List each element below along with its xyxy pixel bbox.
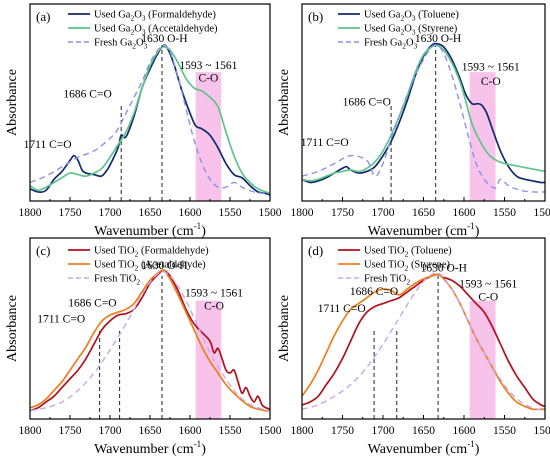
series-group — [302, 272, 545, 412]
series-line — [302, 44, 545, 182]
x-tick-label: 1700 — [99, 207, 122, 219]
x-axis-title: Wavenumber (cm-1) — [368, 439, 480, 457]
legend-entry: Fresh TiO2 — [364, 274, 410, 287]
annotation-label: 1630 O-H — [415, 33, 461, 45]
legend-entry: Used TiO2 (Acetaldehyde) — [94, 260, 206, 273]
annotation-label: 1593 ~ 1561 — [459, 279, 517, 291]
legend-entry: Fresh TiO2 — [94, 274, 140, 287]
x-tick-label: 1700 — [372, 207, 395, 219]
x-tick-label: 1750 — [59, 207, 82, 219]
series-line — [30, 270, 270, 412]
x-tick-label: 1600 — [179, 425, 202, 437]
x-tick-label: 1500 — [259, 207, 282, 219]
x-tick-label: 1550 — [493, 207, 516, 219]
annotation-label: 1686 C=O — [68, 297, 116, 309]
annotation-label: 1630 O-H — [141, 33, 187, 45]
x-tick-label: 1500 — [259, 425, 282, 437]
annotation-label: 1711 C=O — [301, 137, 349, 149]
panel-letter: (c) — [36, 243, 50, 258]
highlight-band — [469, 300, 496, 419]
y-axis-title: Absorbance — [5, 295, 20, 362]
series-line — [30, 269, 270, 412]
chart-panel-2: 1800 1750 1700 1650 1600 1550 1500 Wavenumber (… — [277, 3, 550, 239]
x-axis-title: Wavenumber (cm-1) — [94, 221, 206, 239]
panel-letter: (d) — [308, 243, 323, 258]
x-tick-label: 1750 — [59, 425, 82, 437]
x-tick-label: 1750 — [331, 425, 354, 437]
x-tick-label: 1550 — [219, 425, 242, 437]
series-line — [30, 46, 270, 195]
x-tick-label: 1650 — [412, 207, 435, 219]
chart-panel-4: 1800 1750 1700 1650 1600 1550 1500 Wavenumber (… — [277, 237, 550, 457]
annotation-label: C-O — [198, 73, 218, 85]
series-line — [302, 273, 545, 411]
annotation-label: 1593 ~ 1561 — [185, 287, 243, 299]
series-line — [30, 269, 270, 412]
x-tick-label: 1750 — [331, 207, 354, 219]
annotation-label: 1686 C=O — [63, 88, 111, 100]
series-line — [302, 42, 545, 184]
legend-entry: Used Ga2O3 (Accetaldehyde) — [94, 24, 218, 37]
annotation-label: 1686 C=O — [343, 96, 391, 108]
highlight-band — [195, 72, 222, 201]
x-tick-label: 1650 — [139, 425, 162, 437]
x-tick-label: 1700 — [372, 425, 395, 437]
annotation-label: C-O — [204, 300, 224, 312]
annotation-label: 1711 C=O — [37, 313, 85, 325]
x-tick-label: 1650 — [139, 207, 162, 219]
legend-entry: Fresh Ga2O3 — [94, 38, 148, 51]
series-group — [302, 42, 545, 193]
annotation-label: 1593 ~ 1561 — [179, 60, 237, 72]
legend-entry: Used TiO2 (Styrene) — [364, 260, 451, 273]
annotation-label: 1630 O-H — [141, 260, 187, 272]
annotation-label: 1711 C=O — [318, 303, 366, 315]
annotation-label: 1686 C=O — [350, 286, 398, 298]
annotation-label: 1711 C=O — [24, 139, 72, 151]
annotation-label: 1593 ~ 1561 — [462, 62, 520, 74]
x-tick-label: 1800 — [291, 425, 314, 437]
annotation-label: C-O — [481, 76, 501, 88]
legend-entry: Used TiO2 (Toluene) — [364, 246, 452, 259]
x-axis-title: Wavenumber (cm-1) — [368, 221, 480, 239]
x-tick-label: 1600 — [453, 207, 476, 219]
legend-entry: Fresh Ga2O3 — [364, 38, 418, 51]
y-axis-title: Absorbance — [277, 295, 292, 362]
x-tick-label: 1800 — [19, 207, 42, 219]
panel-letter: (a) — [36, 9, 50, 24]
series-line — [302, 272, 545, 412]
chart-panel-1: 1800 1750 1700 1650 1600 1550 1500 Wavenumber (… — [5, 3, 282, 239]
highlight-band — [469, 72, 496, 201]
x-tick-label: 1600 — [179, 207, 202, 219]
legend-entry: Used TiO2 (Formaldehyde) — [94, 246, 209, 259]
annotation-label: C-O — [478, 292, 498, 304]
x-tick-label: 1550 — [219, 207, 242, 219]
x-tick-label: 1500 — [534, 425, 550, 437]
x-tick-label: 1500 — [534, 207, 550, 219]
series-group — [30, 269, 270, 412]
x-axis-title: Wavenumber (cm-1) — [94, 439, 206, 457]
legend-entry: Used Ga2O3 (Toluene) — [364, 10, 459, 23]
x-tick-label: 1650 — [412, 425, 435, 437]
series-line — [30, 44, 270, 195]
x-tick-label: 1800 — [291, 207, 314, 219]
y-axis-title: Absorbance — [277, 69, 292, 136]
x-tick-label: 1550 — [493, 425, 516, 437]
series-line — [302, 44, 545, 193]
series-line — [302, 273, 545, 408]
panel-letter: (b) — [308, 9, 323, 24]
x-tick-label: 1600 — [453, 425, 476, 437]
x-tick-label: 1700 — [99, 425, 122, 437]
y-axis-title: Absorbance — [5, 69, 20, 136]
x-tick-label: 1800 — [19, 425, 42, 437]
legend-entry: Used Ga2O3 (Styrene) — [364, 24, 458, 37]
series-group — [30, 44, 270, 196]
annotation-label: 1630 O-H — [421, 263, 467, 275]
legend-entry: Used Ga2O3 (Formaldehyde) — [94, 10, 216, 23]
chart-panel-3: 1800 1750 1700 1650 1600 1550 1500 Wavenumber (… — [5, 237, 282, 457]
